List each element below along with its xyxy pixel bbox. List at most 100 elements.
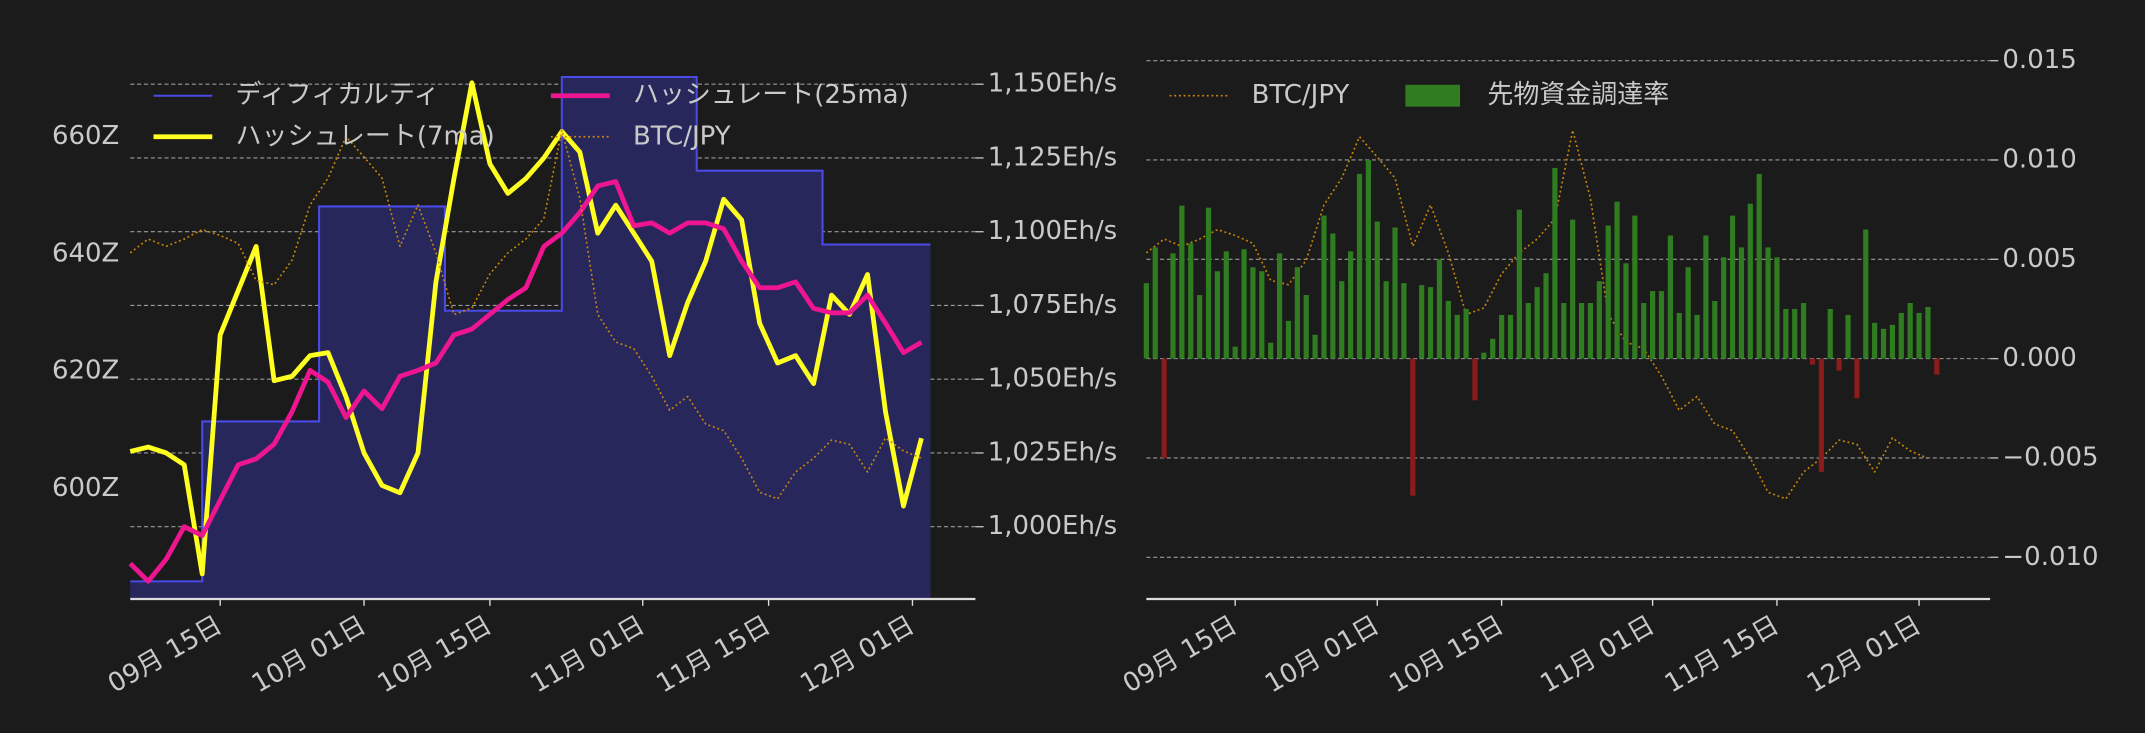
bar	[1365, 159, 1371, 359]
bar	[1783, 308, 1789, 359]
bar	[1721, 257, 1727, 359]
bar	[1632, 215, 1638, 359]
bar	[1525, 303, 1531, 359]
y-tick-label: −0.010	[2002, 542, 2098, 572]
bar	[1436, 259, 1443, 359]
legend-label: BTC/JPY	[633, 121, 731, 151]
bar	[1605, 225, 1611, 359]
bar	[1472, 358, 1478, 401]
bar	[1694, 314, 1700, 359]
bar	[1676, 312, 1682, 359]
y-tick-label: 1,100Eh/s	[988, 216, 1117, 246]
bar	[1863, 229, 1869, 359]
bar	[1934, 358, 1940, 375]
bar	[1205, 207, 1212, 359]
bar	[1481, 352, 1487, 359]
bar	[1712, 301, 1718, 359]
y-tick-label: 620Z	[52, 356, 119, 386]
bar	[1170, 253, 1176, 359]
y-tick-label: 0.015	[2002, 45, 2076, 75]
bar	[1765, 247, 1771, 359]
line	[129, 129, 922, 500]
bar	[1561, 303, 1567, 359]
bar	[1534, 287, 1540, 359]
bar	[1268, 342, 1274, 359]
bar	[1294, 267, 1300, 359]
bar	[1623, 263, 1629, 359]
bar	[1188, 243, 1194, 359]
bar	[1703, 235, 1709, 359]
bar	[1499, 314, 1505, 359]
bar	[1321, 215, 1327, 359]
legend-swatch	[1405, 84, 1461, 107]
bar	[1454, 314, 1460, 359]
bar	[1729, 215, 1736, 359]
bar	[1445, 301, 1451, 359]
bar	[1792, 308, 1798, 359]
y-tick-label: 640Z	[52, 238, 119, 268]
bar	[1854, 358, 1860, 399]
legend-label: ディフィカルティ	[236, 80, 440, 110]
bar	[1143, 283, 1149, 359]
bar	[1356, 173, 1363, 359]
bar	[1197, 295, 1203, 359]
bar	[1898, 312, 1904, 359]
bar	[1383, 281, 1389, 359]
bar	[1889, 324, 1896, 359]
y-tick-label: −0.005	[2002, 442, 2098, 472]
bar	[1543, 273, 1549, 359]
legend-label: 先物資金調達率	[1487, 80, 1669, 110]
bar	[1552, 167, 1558, 359]
y-tick-label: 1,075Eh/s	[988, 290, 1117, 320]
bar	[1827, 308, 1833, 359]
bar	[1685, 267, 1691, 359]
bar	[1614, 201, 1620, 359]
bar	[1463, 308, 1469, 359]
bar	[1667, 235, 1673, 359]
bar	[1401, 283, 1407, 359]
bar	[1507, 314, 1514, 359]
bar	[1738, 247, 1745, 359]
y-tick-label: 660Z	[52, 121, 119, 151]
y-tick-label: 1,150Eh/s	[988, 69, 1117, 99]
bar	[1410, 358, 1416, 496]
bar	[1348, 251, 1354, 359]
bar	[1427, 287, 1434, 359]
bar	[1303, 295, 1309, 359]
bar	[1658, 291, 1665, 359]
bar	[1419, 285, 1425, 359]
y-tick-label: 1,025Eh/s	[988, 437, 1117, 467]
bar	[1747, 203, 1753, 359]
bar	[1596, 281, 1602, 359]
bar	[1214, 271, 1220, 359]
bar	[1578, 303, 1585, 359]
bar	[1330, 233, 1336, 359]
y-tick-label: 600Z	[52, 473, 119, 503]
bar	[1836, 358, 1842, 371]
bar	[1285, 320, 1292, 359]
bar	[1587, 303, 1594, 359]
bar	[1570, 219, 1576, 359]
legend-label: ハッシュレート(25ma)	[633, 80, 909, 110]
bar	[1916, 312, 1922, 359]
y-tick-label: 0.005	[2002, 244, 2076, 274]
y-tick-label: 1,050Eh/s	[988, 364, 1117, 394]
bar	[1392, 227, 1398, 359]
bar	[1241, 249, 1247, 359]
bar	[1845, 314, 1851, 359]
bar	[1907, 303, 1913, 359]
bar	[1374, 221, 1380, 359]
bar	[1756, 173, 1762, 359]
bar	[1223, 251, 1229, 359]
y-tick-label: 0.010	[2002, 144, 2076, 174]
bar	[1880, 328, 1887, 359]
bar	[1276, 253, 1283, 359]
bar	[1250, 267, 1256, 359]
bar	[1650, 291, 1656, 359]
legend-label: ハッシュレート(7ma)	[236, 121, 495, 151]
bar	[1809, 358, 1816, 365]
bar	[1872, 322, 1878, 359]
